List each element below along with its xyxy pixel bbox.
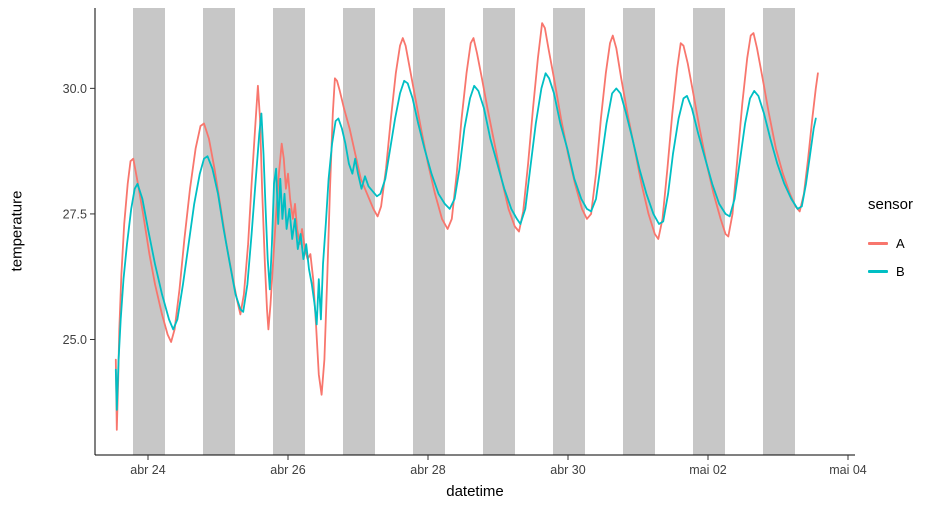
x-tick-label: abr 30 <box>550 463 585 477</box>
x-tick-label: mai 02 <box>689 463 727 477</box>
night-shading-band <box>483 8 515 455</box>
x-tick-label: mai 04 <box>829 463 867 477</box>
series-line-b <box>114 72 817 411</box>
legend-label-a: A <box>896 235 905 251</box>
y-tick-label: 27.5 <box>63 207 87 221</box>
y-tick-label: 30.0 <box>63 82 87 96</box>
legend-line-swatch-b <box>868 269 888 273</box>
night-shading-band <box>203 8 235 455</box>
legend-item-sensor-a: A <box>868 229 913 257</box>
x-tick-label: abr 24 <box>130 463 165 477</box>
night-shading-band <box>413 8 445 455</box>
legend-label-b: B <box>896 263 905 279</box>
legend-title: sensor <box>868 196 914 213</box>
night-shading-band <box>623 8 655 455</box>
night-shading-band <box>273 8 305 455</box>
night-shading-band <box>553 8 585 455</box>
y-axis-title: temperature <box>8 190 26 272</box>
x-tick-label: abr 28 <box>410 463 445 477</box>
y-tick-label: 25.0 <box>63 333 87 347</box>
night-shading-band <box>763 8 795 455</box>
x-tick-label: abr 26 <box>270 463 305 477</box>
night-shading-band <box>343 8 375 455</box>
legend-item-sensor-b: B <box>868 257 913 285</box>
legend: sensor A B <box>868 196 913 285</box>
night-shading-band <box>693 8 725 455</box>
legend-line-swatch-a <box>868 241 888 245</box>
x-axis-title: datetime <box>446 483 504 500</box>
